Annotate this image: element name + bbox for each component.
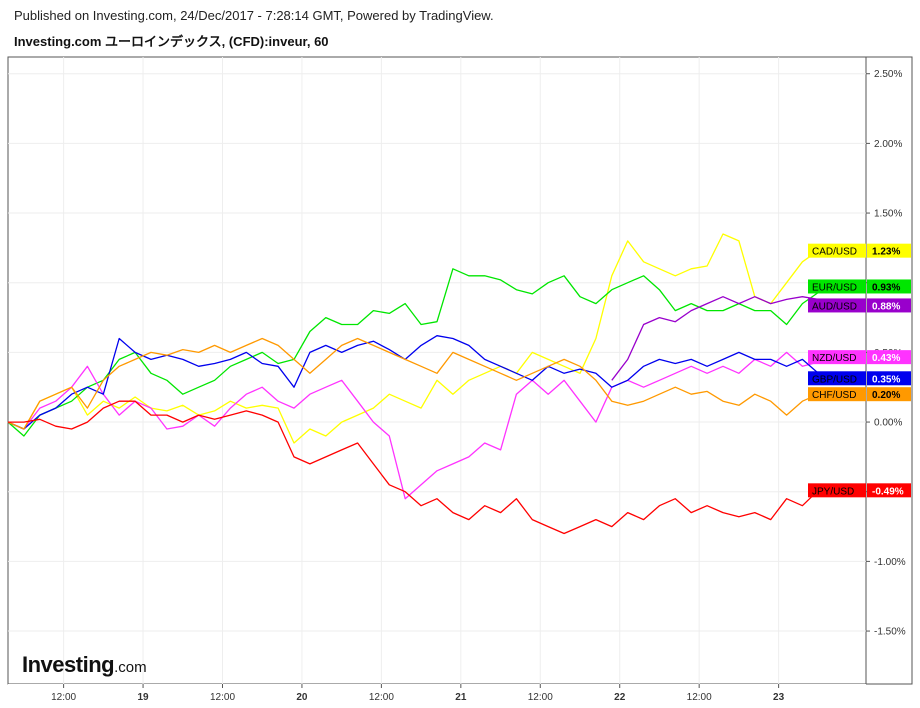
series-name-label: AUD/USD	[812, 301, 857, 312]
series-name-tag	[808, 387, 866, 402]
series-name-label: NZD/USD	[812, 353, 856, 364]
chart-symbol-title: Investing.com ユーロインデックス, (CFD):inveur, 6…	[14, 34, 329, 49]
series-line-chf-usd[interactable]	[7, 337, 819, 430]
x-tick-label: 12:00	[687, 692, 712, 703]
series-value-label: 0.93%	[872, 282, 900, 293]
series-name-tag	[808, 483, 866, 498]
investing-logo: Investing.com	[22, 652, 147, 678]
series-value-label: 0.43%	[872, 353, 900, 364]
series-name-tag	[808, 279, 866, 294]
series-line-nzd-usd[interactable]	[7, 351, 819, 500]
series-value-label: 1.23%	[872, 247, 900, 258]
published-caption: Published on Investing.com, 24/Dec/2017 …	[14, 8, 494, 23]
series-name-label: EUR/USD	[812, 282, 857, 293]
series-name-tag	[808, 298, 866, 313]
price-axis	[865, 56, 913, 685]
series-value-tag	[867, 350, 911, 365]
x-tick-label: 12:00	[369, 692, 394, 703]
y-tick-label: -1.00%	[874, 557, 906, 568]
series-value-tag	[867, 279, 911, 294]
series-value-tag	[867, 243, 911, 258]
logo-suffix: .com	[114, 659, 147, 676]
series-line-aud-usd[interactable]	[611, 296, 819, 381]
series-value-tag	[867, 298, 911, 313]
y-tick-label: 0.00%	[874, 418, 902, 429]
x-tick-label: 12:00	[528, 692, 553, 703]
x-tick-label: 12:00	[210, 692, 235, 703]
series-line-cad-usd[interactable]	[7, 233, 819, 444]
y-tick-label: 2.50%	[874, 69, 902, 80]
x-tick-label: 12:00	[51, 692, 76, 703]
x-tick-label: 23	[773, 692, 785, 703]
series-name-tag	[808, 371, 866, 386]
logo-main: Investing	[22, 652, 115, 677]
series-name-tag	[808, 350, 866, 365]
series-name-tag	[808, 243, 866, 258]
series-value-tag	[867, 483, 911, 498]
x-tick-label: 22	[614, 692, 626, 703]
time-axis	[8, 684, 866, 706]
series-value-label: 0.35%	[872, 374, 900, 385]
y-tick-label: 2.00%	[874, 139, 902, 150]
series-value-label: 0.20%	[872, 390, 900, 401]
plot-frame	[7, 56, 867, 685]
x-tick-label: 20	[296, 692, 308, 703]
series-line-eur-usd[interactable]	[7, 268, 819, 437]
series-name-label: JPY/USD	[812, 486, 854, 497]
series-name-label: GBP/USD	[812, 374, 857, 385]
series-name-label: CHF/USD	[812, 390, 856, 401]
y-tick-label: -1.50%	[874, 627, 906, 638]
series-name-label: CAD/USD	[812, 247, 857, 258]
series-value-tag	[867, 371, 911, 386]
series-value-tag	[867, 387, 911, 402]
x-tick-label: 19	[137, 692, 149, 703]
x-tick-label: 21	[455, 692, 467, 703]
series-value-label: 0.88%	[872, 301, 900, 312]
series-line-jpy-usd[interactable]	[8, 400, 819, 535]
y-tick-label: 1.50%	[874, 209, 902, 220]
series-value-label: -0.49%	[872, 486, 904, 497]
